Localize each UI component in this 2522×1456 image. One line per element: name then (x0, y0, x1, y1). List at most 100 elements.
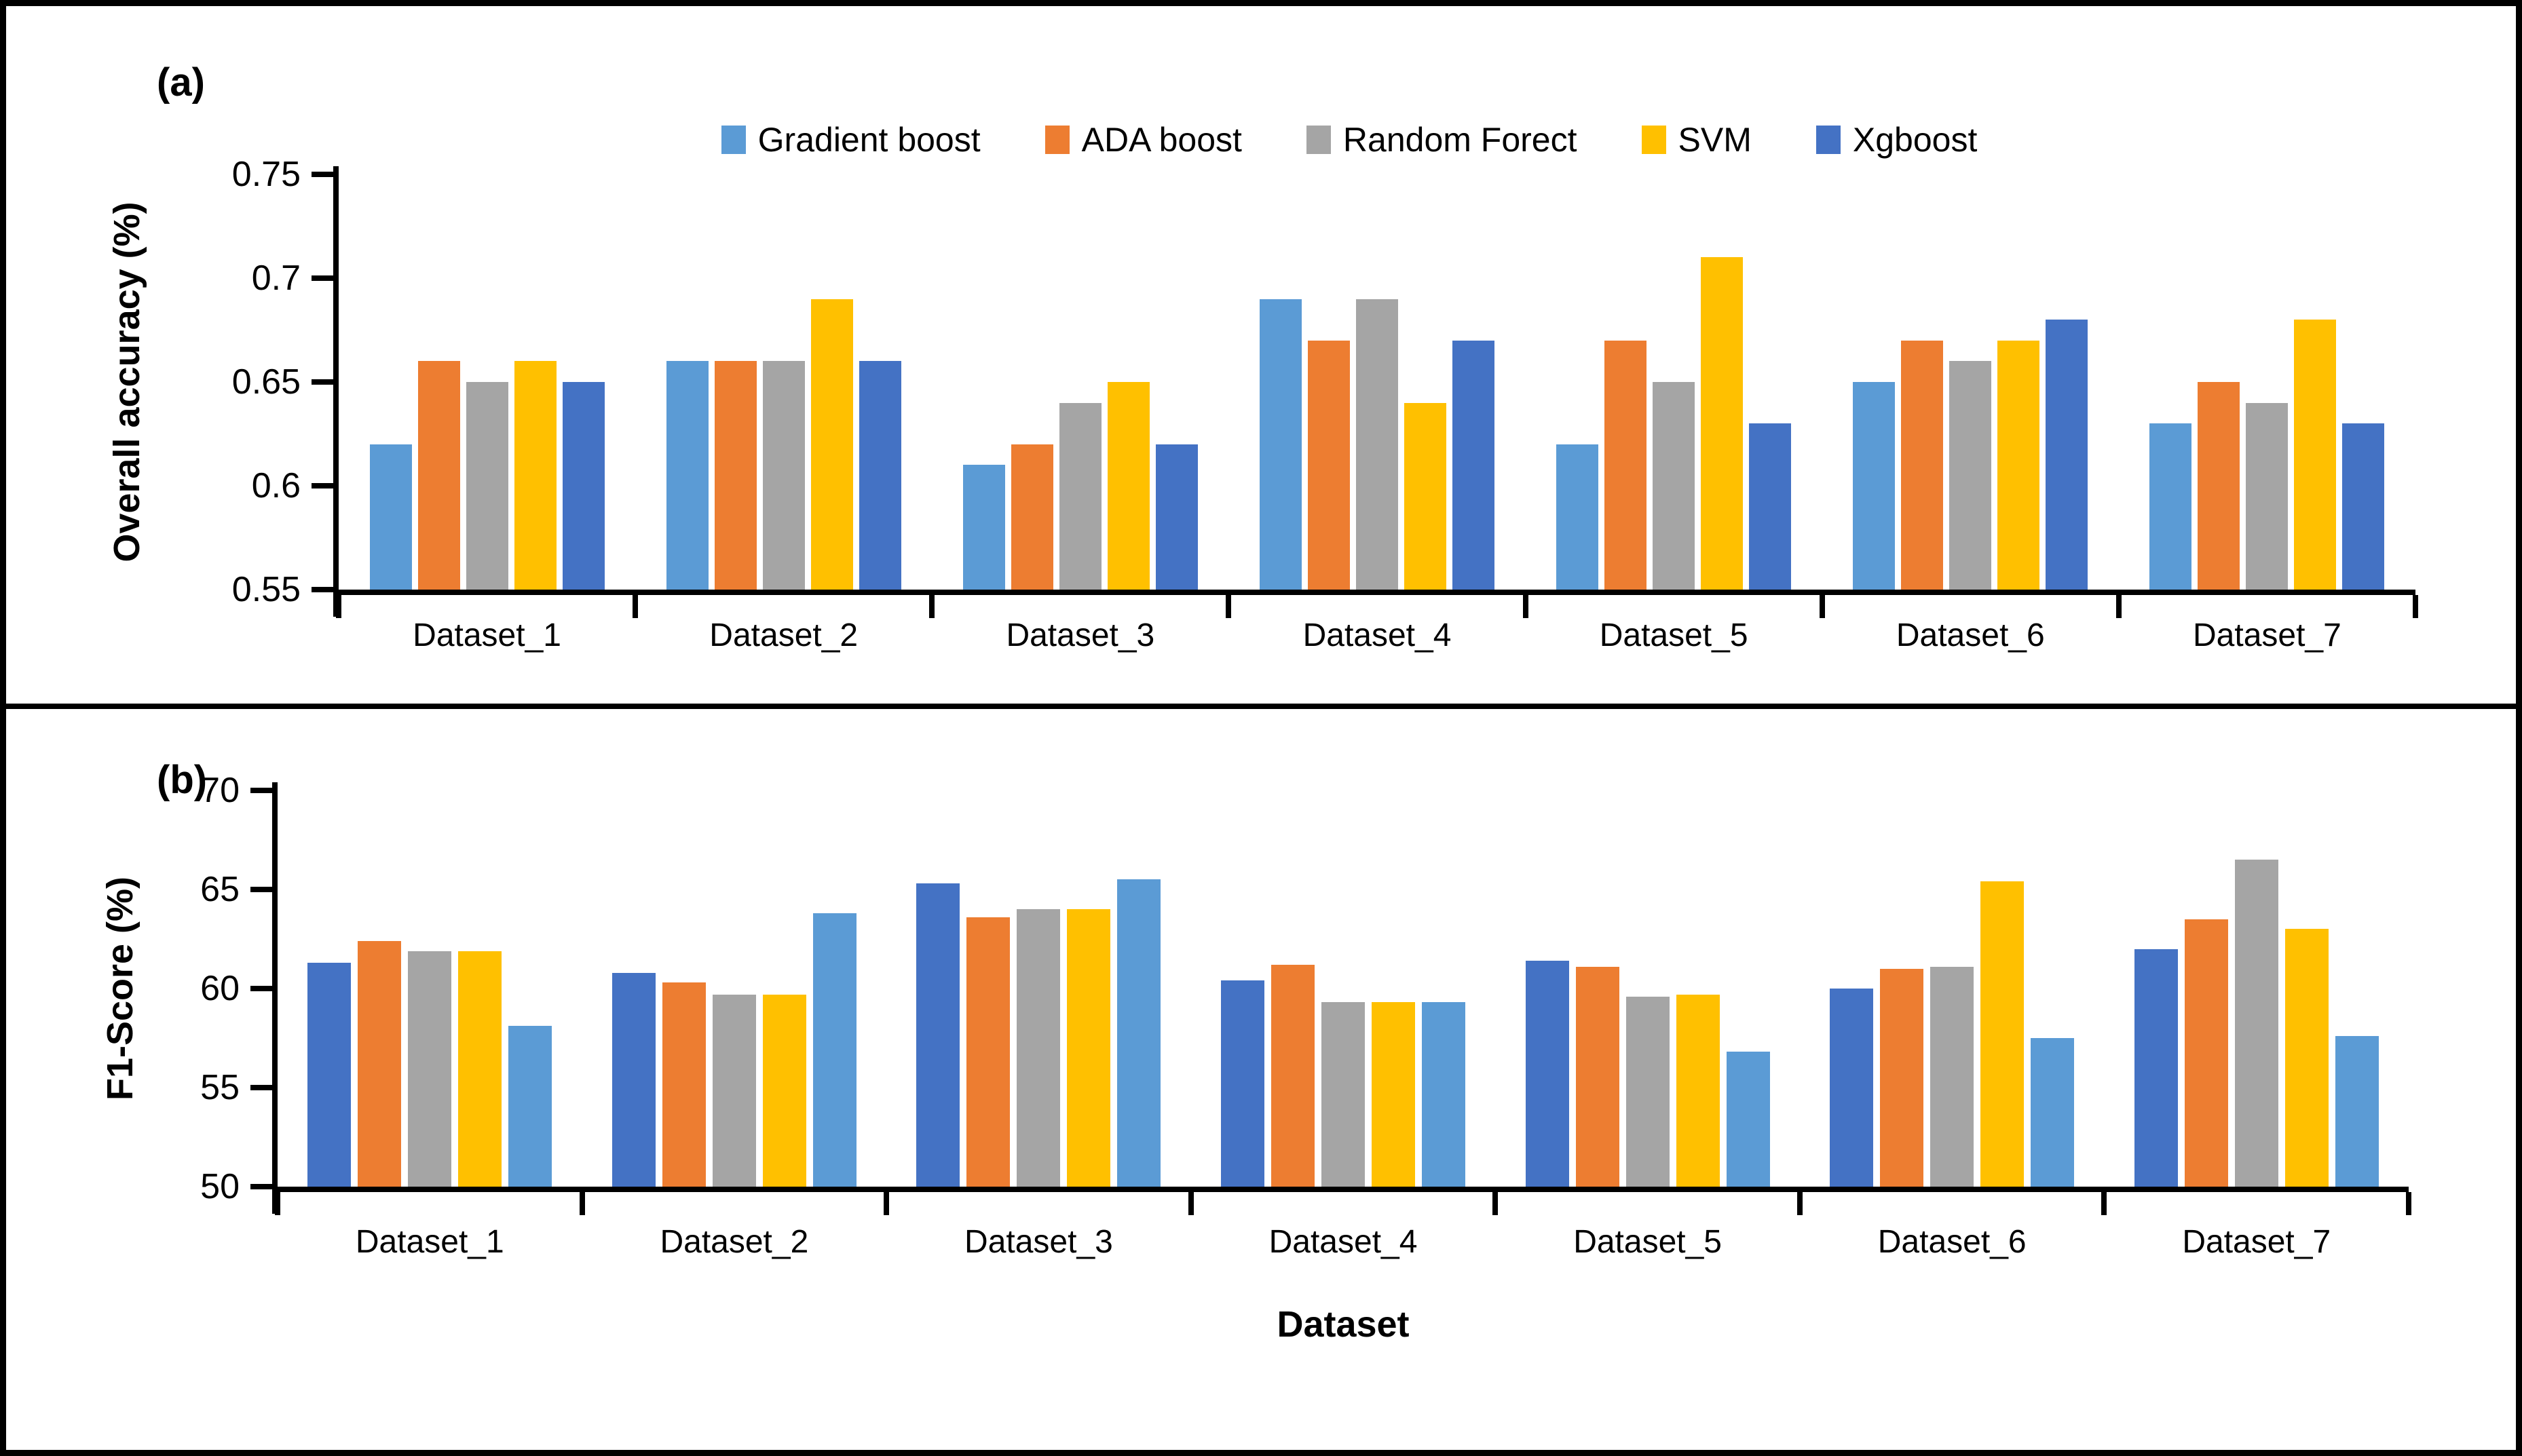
category-label-dataset-4: Dataset_4 (1302, 617, 1452, 653)
y-axis-tick-label: 0.75 (231, 155, 301, 194)
category-label-dataset-1: Dataset_1 (355, 1224, 504, 1260)
bar-random-forect (762, 361, 805, 590)
bar-ada-boost (2184, 919, 2228, 1187)
bar-gradient-boost (2149, 423, 2192, 590)
x-axis-tick (336, 595, 341, 618)
bar-ada-boost (2198, 382, 2240, 590)
bar-group-dataset-5 (1495, 790, 1800, 1187)
bar-random-forect (1017, 909, 1061, 1187)
bar-random-forect (408, 951, 452, 1187)
bar-svm (1067, 909, 1111, 1187)
bar-gradient-boost (1556, 444, 1599, 590)
bar-group-dataset-1 (339, 174, 635, 590)
bar-ada-boost (1575, 966, 1619, 1187)
legend-swatch-icon (1306, 126, 1331, 154)
bar-group-dataset-7 (2119, 174, 2415, 590)
category-label-dataset-5: Dataset_5 (1599, 617, 1748, 653)
panel-a-label: (a) (157, 60, 205, 104)
bar-xgboost (2046, 320, 2088, 590)
legend-swatch-icon (1044, 126, 1070, 154)
bar-group-dataset-3 (932, 174, 1228, 590)
bar-group-dataset-2 (635, 174, 932, 590)
legend-item-random-forect: Random Forect (1306, 120, 1577, 159)
category-label-dataset-6: Dataset_6 (1896, 617, 2045, 653)
category-label-dataset-1: Dataset_1 (413, 617, 561, 653)
bar-group-dataset-3 (886, 790, 1191, 1187)
bar-ada-boost (417, 361, 460, 590)
bar-xgboost (562, 382, 605, 590)
bar-group-dataset-1 (278, 790, 582, 1187)
x-axis-tick (2101, 1192, 2107, 1215)
bar-gradient-boost (1853, 382, 1896, 590)
bar-random-forect (1355, 299, 1398, 590)
bar-xgboost (307, 963, 352, 1187)
bar-gradient-boost (2335, 1036, 2379, 1187)
legend-item-xgboost: Xgboost (1815, 120, 1977, 159)
bar-group-dataset-7 (2104, 790, 2409, 1187)
bar-svm (1701, 257, 1744, 590)
category-label-dataset-5: Dataset_5 (1573, 1224, 1722, 1260)
y-axis-tick-label: 0.55 (231, 570, 301, 609)
bar-xgboost (1452, 340, 1494, 590)
bar-random-forect (1625, 996, 1670, 1187)
category-label-dataset-6: Dataset_6 (1877, 1224, 2027, 1260)
bar-xgboost (2134, 949, 2178, 1187)
legend-item-gradient-boost: Gradient boost (721, 120, 981, 159)
bar-gradient-boost (508, 1026, 552, 1187)
x-axis-title: Dataset (1277, 1304, 1410, 1345)
bar-ada-boost (1307, 340, 1350, 590)
bar-xgboost (1525, 961, 1569, 1187)
bar-gradient-boost (1259, 299, 1302, 590)
x-axis-tick (1522, 595, 1528, 618)
legend-label: ADA boost (1081, 121, 1242, 159)
x-axis-tick (579, 1192, 585, 1215)
bar-group-dataset-4 (1191, 790, 1496, 1187)
panel-b-plot-area: 70 65 60 55 50 (200, 773, 2411, 1215)
bar-random-forect (1653, 382, 1695, 590)
category-label-dataset-3: Dataset_3 (1006, 617, 1155, 653)
x-axis-tick (633, 595, 639, 618)
category-label-dataset-2: Dataset_2 (660, 1224, 809, 1260)
bar-svm (458, 951, 502, 1187)
bar-ada-boost (662, 982, 706, 1187)
x-axis-tick (1492, 1192, 1499, 1215)
y-axis-tick-label: 0.7 (251, 258, 301, 298)
x-axis-tick (1188, 1192, 1194, 1215)
legend-label: Gradient boost (757, 121, 981, 159)
y-axis-tick-label: 60 (200, 969, 240, 1008)
bar-ada-boost (1011, 444, 1053, 590)
bar-gradient-boost (666, 361, 709, 590)
legend-label: Random Forect (1342, 121, 1577, 159)
bar-svm (1980, 881, 2025, 1187)
y-axis-tick (250, 1184, 272, 1189)
bar-random-forect (1930, 966, 1974, 1187)
bar-xgboost (2342, 423, 2385, 590)
bar-ada-boost (1901, 340, 1944, 590)
category-label-dataset-2: Dataset_2 (709, 617, 859, 653)
bar-xgboost (916, 883, 960, 1187)
bar-xgboost (1749, 423, 1792, 590)
bar-svm (2284, 929, 2329, 1187)
legend-swatch-icon (721, 126, 746, 154)
y-axis-tick (312, 483, 333, 488)
category-label-dataset-7: Dataset_7 (2182, 1224, 2331, 1260)
panel-b-category-labels: Dataset_1 Dataset_2 Dataset_3 Dataset_4 Data… (278, 1223, 2409, 1261)
panel-a-plot-area: 0.75 0.7 0.65 0.6 0.55 (232, 157, 2418, 618)
legend-item-svm: SVM (1641, 120, 1752, 159)
x-axis-tick (275, 1192, 280, 1215)
bar-svm (1371, 1002, 1415, 1187)
y-axis-tick-label: 55 (200, 1068, 240, 1107)
y-axis-tick (250, 986, 272, 991)
bar-xgboost (611, 972, 656, 1187)
x-axis-tick (1796, 1192, 1803, 1215)
y-axis-tick (250, 887, 272, 892)
category-label-dataset-3: Dataset_3 (964, 1224, 1113, 1260)
bar-gradient-boost (1421, 1002, 1465, 1187)
y-axis-tick (312, 172, 333, 177)
bar-group-dataset-4 (1228, 174, 1525, 590)
panel-divider (6, 704, 2516, 709)
bar-gradient-boost (2031, 1038, 2075, 1187)
bar-group-dataset-5 (1526, 174, 1822, 590)
x-axis-tick (929, 595, 935, 618)
bar-xgboost (859, 361, 901, 590)
